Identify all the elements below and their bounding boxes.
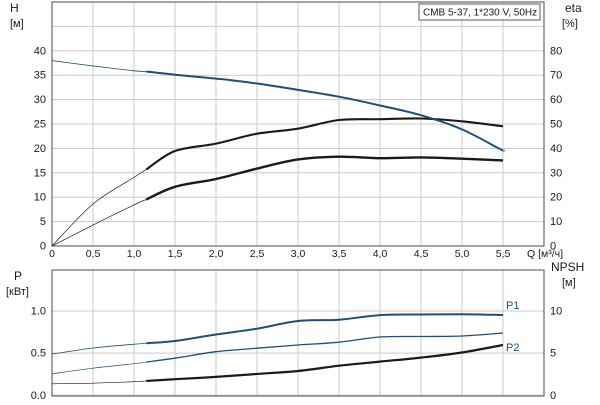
svg-text:30: 30 <box>550 167 562 179</box>
svg-text:4,5: 4,5 <box>414 248 429 260</box>
svg-text:25: 25 <box>34 119 46 131</box>
svg-text:50: 50 <box>550 119 562 131</box>
svg-text:Q [м³/ч]: Q [м³/ч] <box>527 248 563 260</box>
svg-text:5,5: 5,5 <box>496 248 511 260</box>
svg-text:P1: P1 <box>506 300 519 312</box>
svg-text:[м]: [м] <box>562 277 576 289</box>
svg-text:70: 70 <box>550 70 562 82</box>
svg-text:35: 35 <box>34 70 46 82</box>
svg-text:3,5: 3,5 <box>332 248 347 260</box>
svg-text:[кВт]: [кВт] <box>6 286 29 298</box>
svg-text:80: 80 <box>550 45 562 57</box>
svg-text:0,5: 0,5 <box>86 248 101 260</box>
svg-text:5: 5 <box>550 348 556 360</box>
svg-text:NPSH: NPSH <box>551 260 584 274</box>
svg-text:0: 0 <box>40 241 46 253</box>
svg-text:1,5: 1,5 <box>168 248 183 260</box>
svg-text:1.0: 1.0 <box>31 305 46 317</box>
svg-text:10: 10 <box>550 305 562 317</box>
svg-text:0.0: 0.0 <box>31 390 46 400</box>
svg-text:0: 0 <box>49 248 55 260</box>
svg-text:30: 30 <box>34 94 46 106</box>
svg-text:P2: P2 <box>506 342 519 354</box>
svg-text:60: 60 <box>550 94 562 106</box>
svg-text:CMB 5-37, 1*230 V, 50Hz: CMB 5-37, 1*230 V, 50Hz <box>423 8 537 19</box>
svg-text:[м]: [м] <box>10 18 24 30</box>
svg-text:20: 20 <box>550 192 562 204</box>
svg-text:P: P <box>14 269 22 283</box>
svg-text:40: 40 <box>34 45 46 57</box>
svg-text:3,0: 3,0 <box>291 248 306 260</box>
svg-text:0.5: 0.5 <box>31 348 46 360</box>
svg-text:40: 40 <box>550 143 562 155</box>
svg-text:5: 5 <box>40 216 46 228</box>
svg-text:2,5: 2,5 <box>250 248 265 260</box>
svg-text:0: 0 <box>550 390 556 400</box>
svg-text:20: 20 <box>34 143 46 155</box>
svg-text:10: 10 <box>550 216 562 228</box>
svg-text:15: 15 <box>34 167 46 179</box>
svg-text:2,0: 2,0 <box>209 248 224 260</box>
svg-text:5,0: 5,0 <box>455 248 470 260</box>
svg-text:[%]: [%] <box>562 18 578 30</box>
svg-text:10: 10 <box>34 192 46 204</box>
svg-text:1,0: 1,0 <box>127 248 142 260</box>
svg-text:4,0: 4,0 <box>373 248 388 260</box>
svg-text:H: H <box>10 1 19 15</box>
svg-text:eta: eta <box>565 1 582 15</box>
